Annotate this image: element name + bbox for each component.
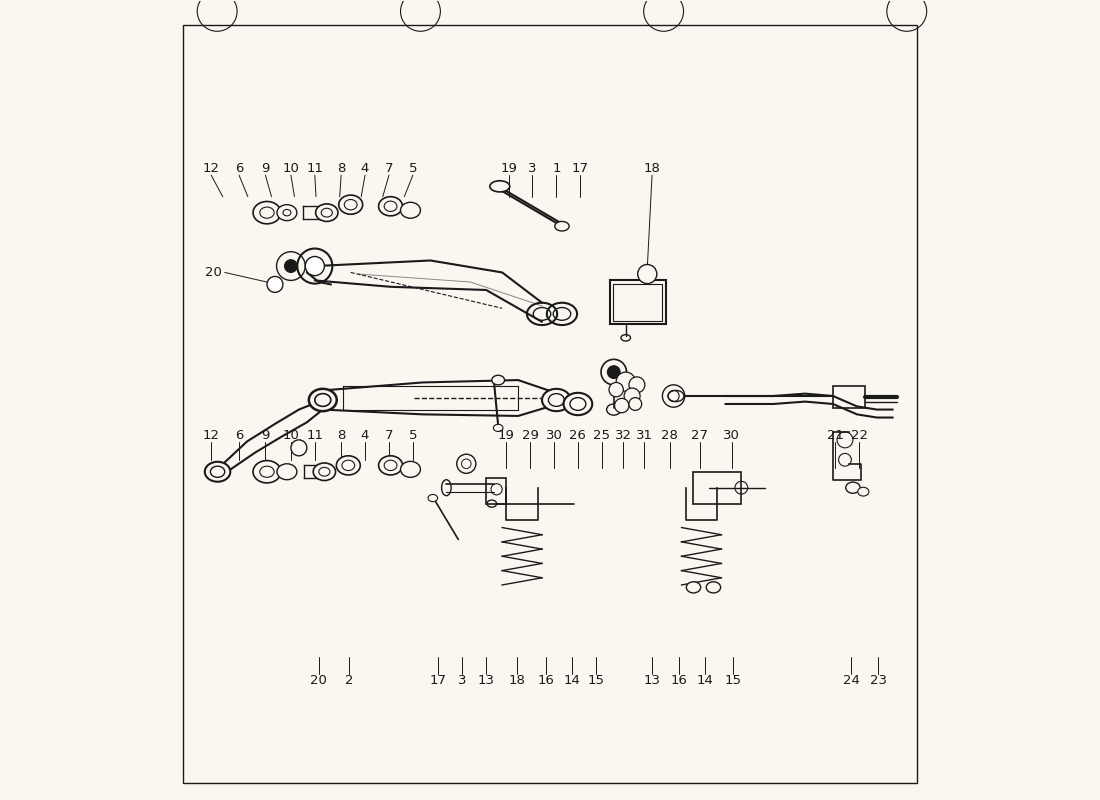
Text: 30: 30 [546, 430, 562, 442]
Text: 32: 32 [615, 430, 631, 442]
Text: 4: 4 [361, 430, 370, 442]
Text: 9: 9 [261, 162, 270, 175]
Ellipse shape [487, 500, 496, 507]
Text: 28: 28 [661, 430, 678, 442]
Ellipse shape [277, 464, 297, 480]
Text: 20: 20 [205, 266, 222, 279]
Text: 12: 12 [202, 430, 220, 442]
Text: 21: 21 [827, 430, 844, 442]
Text: 13: 13 [644, 674, 660, 687]
Circle shape [607, 366, 620, 378]
Text: 2: 2 [345, 674, 353, 687]
Text: 9: 9 [261, 430, 270, 442]
Text: 19: 19 [500, 162, 517, 175]
Text: 14: 14 [697, 674, 714, 687]
Text: 15: 15 [587, 674, 605, 687]
Ellipse shape [490, 181, 509, 192]
Ellipse shape [494, 424, 503, 431]
Circle shape [616, 372, 636, 391]
Circle shape [624, 388, 640, 404]
Ellipse shape [563, 393, 592, 415]
Ellipse shape [542, 389, 571, 411]
Circle shape [629, 398, 641, 410]
Ellipse shape [378, 456, 403, 475]
Ellipse shape [686, 582, 701, 593]
Text: 17: 17 [572, 162, 588, 175]
Text: 11: 11 [306, 162, 323, 175]
Text: 13: 13 [477, 674, 495, 687]
Circle shape [285, 260, 297, 273]
Ellipse shape [253, 202, 280, 224]
Text: 18: 18 [508, 674, 525, 687]
Text: 17: 17 [430, 674, 447, 687]
Circle shape [456, 454, 476, 474]
Ellipse shape [492, 375, 505, 385]
Ellipse shape [400, 462, 420, 478]
Ellipse shape [378, 197, 403, 216]
Text: 30: 30 [724, 430, 740, 442]
Text: 23: 23 [870, 674, 887, 687]
Ellipse shape [706, 582, 721, 593]
Text: 22: 22 [850, 430, 868, 442]
Circle shape [638, 265, 657, 284]
Text: 11: 11 [306, 430, 323, 442]
Text: 5: 5 [408, 162, 417, 175]
Text: 5: 5 [408, 430, 417, 442]
Text: 8: 8 [337, 430, 345, 442]
Ellipse shape [316, 204, 338, 222]
Text: 3: 3 [458, 674, 466, 687]
Text: 25: 25 [593, 430, 611, 442]
Text: 31: 31 [636, 430, 652, 442]
Text: 26: 26 [570, 430, 586, 442]
Circle shape [615, 398, 629, 413]
Ellipse shape [277, 205, 297, 221]
Ellipse shape [400, 202, 420, 218]
Text: 10: 10 [283, 430, 299, 442]
Text: 12: 12 [202, 162, 220, 175]
Text: 8: 8 [337, 162, 345, 175]
Circle shape [267, 277, 283, 292]
Text: 18: 18 [644, 162, 660, 175]
Text: 14: 14 [564, 674, 581, 687]
Text: 20: 20 [310, 674, 327, 687]
Circle shape [601, 359, 627, 385]
Text: 6: 6 [235, 162, 243, 175]
Text: 7: 7 [385, 430, 393, 442]
Text: 15: 15 [725, 674, 741, 687]
Circle shape [290, 440, 307, 456]
Text: 16: 16 [671, 674, 688, 687]
Circle shape [306, 257, 324, 276]
Text: 3: 3 [528, 162, 537, 175]
Circle shape [629, 377, 645, 393]
Text: 16: 16 [538, 674, 554, 687]
Ellipse shape [339, 195, 363, 214]
Text: 4: 4 [361, 162, 370, 175]
Text: 29: 29 [521, 430, 539, 442]
Ellipse shape [428, 494, 438, 502]
Text: 7: 7 [385, 162, 393, 175]
Ellipse shape [309, 389, 337, 411]
Circle shape [609, 382, 624, 397]
Ellipse shape [205, 462, 230, 482]
Circle shape [662, 385, 684, 407]
Text: 24: 24 [843, 674, 860, 687]
Text: 1: 1 [552, 162, 561, 175]
Ellipse shape [337, 456, 361, 475]
Text: 10: 10 [283, 162, 299, 175]
Ellipse shape [846, 482, 860, 494]
Text: 27: 27 [692, 430, 708, 442]
Text: 19: 19 [497, 430, 515, 442]
Ellipse shape [554, 222, 569, 231]
Ellipse shape [858, 487, 869, 496]
Text: 6: 6 [235, 430, 243, 442]
Ellipse shape [314, 463, 336, 481]
Ellipse shape [253, 461, 280, 483]
